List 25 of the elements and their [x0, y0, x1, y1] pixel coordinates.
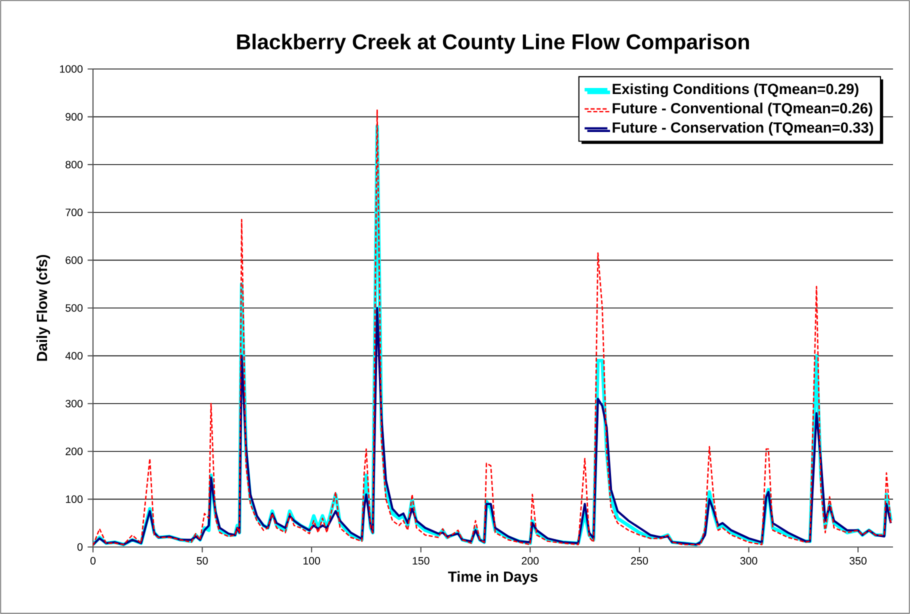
x-tick-label: 200	[522, 557, 539, 565]
y-tick-label: 300	[66, 400, 83, 408]
y-tick-label: 400	[65, 352, 83, 360]
x-tick-label: 350	[850, 557, 867, 565]
y-tick-label: 600	[66, 256, 83, 264]
x-tick-label: 100	[304, 557, 320, 565]
y-tick-label: 1000	[60, 65, 83, 73]
x-tick-label: 300	[740, 557, 758, 565]
y-tick-label: 900	[66, 113, 83, 121]
x-tick-label: 250	[631, 557, 648, 565]
x-tick-label: 0	[90, 557, 96, 565]
chart-title: Blackberry Creek at County Line Flow Comparison	[237, 34, 749, 54]
y-tick-label: 500	[66, 304, 83, 312]
y-tick-label: 700	[66, 208, 83, 216]
y-tick-label: 0	[77, 543, 83, 551]
y-tick-label: 200	[66, 448, 83, 456]
x-axis-title: Time in Days	[448, 571, 538, 585]
legend-label: Future - Conventional (TQmean=0.26)	[612, 102, 872, 116]
y-tick-label: 100	[66, 495, 83, 503]
legend-label: Future - Conservation (TQmean=0.33)	[612, 122, 874, 136]
x-tick-label: 150	[412, 557, 430, 565]
y-axis-title: Daily Flow (cfs)	[36, 254, 50, 361]
legend-label: Existing Conditions (TQmean=0.29)	[612, 83, 858, 98]
y-tick-label: 800	[66, 160, 83, 168]
x-tick-label: 50	[196, 557, 208, 565]
